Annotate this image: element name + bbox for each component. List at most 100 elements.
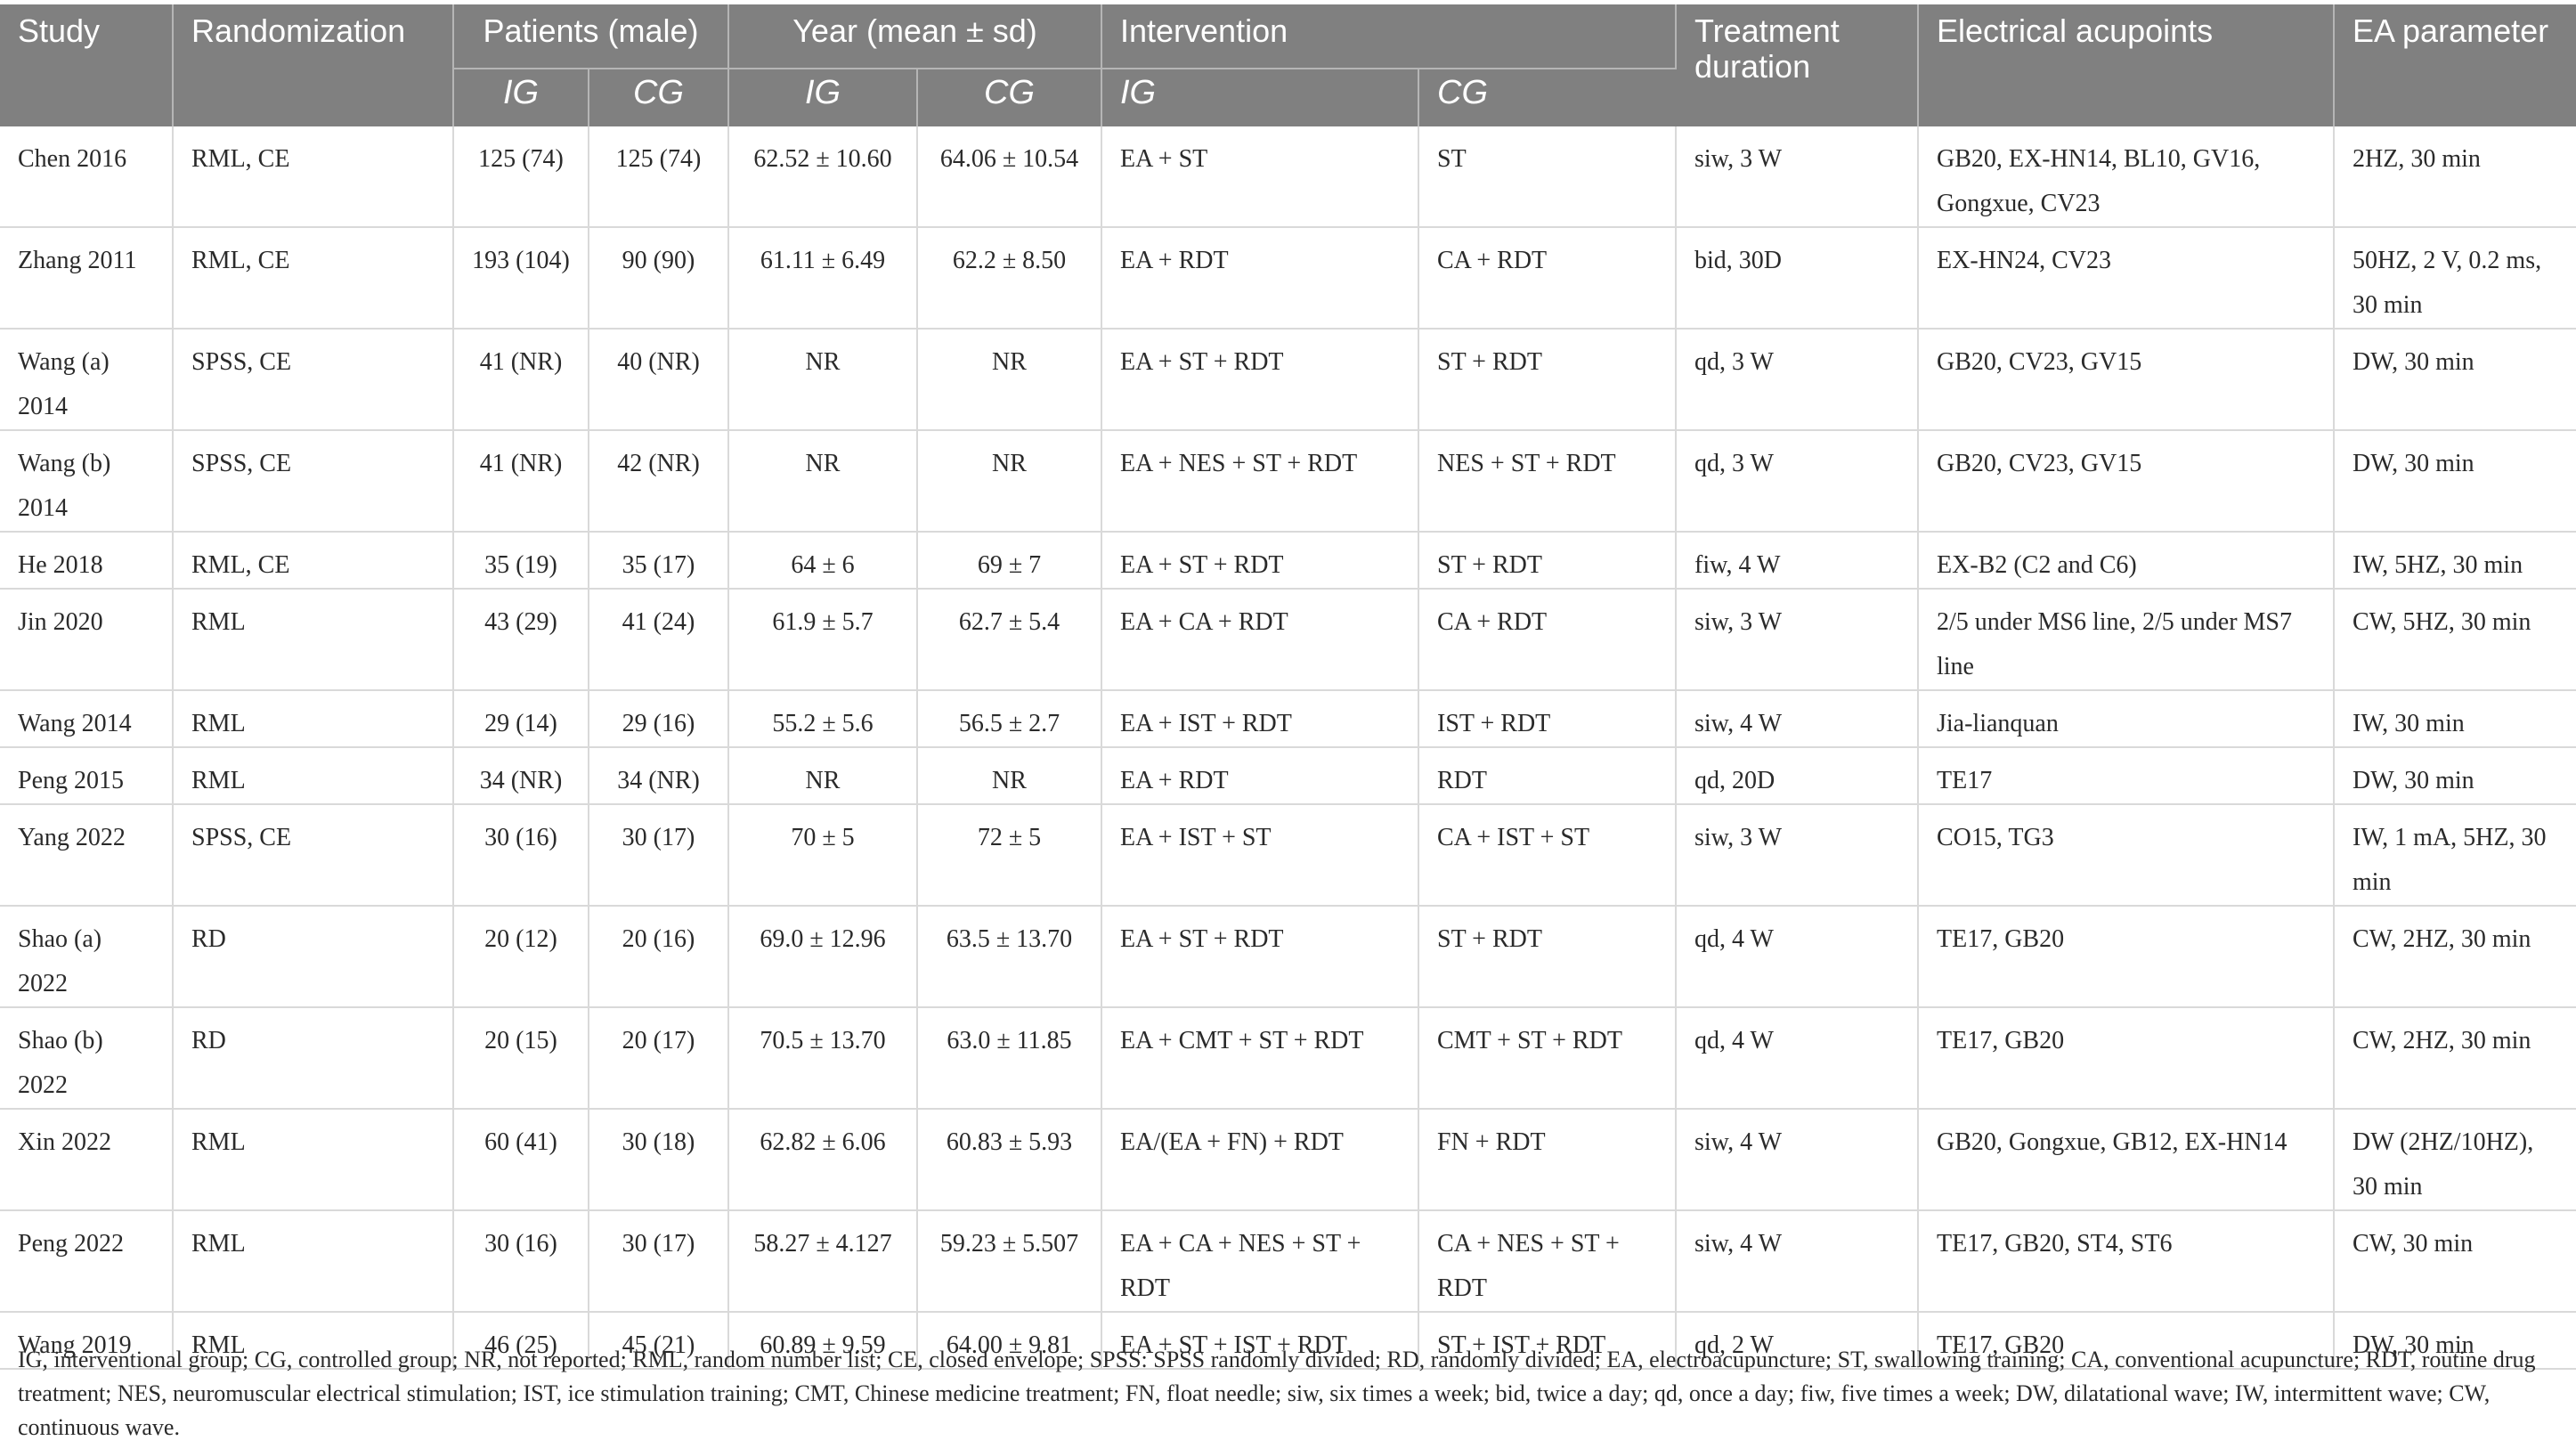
electrical-acupoints-cell: TE17, GB20 xyxy=(1918,1312,2335,1370)
study-cell: Wang 2019 xyxy=(0,1312,174,1370)
treatment-duration-cell: siw, 4 W xyxy=(1676,690,1919,748)
patients-cg-cell: 35 (17) xyxy=(589,532,729,590)
treatment-duration-cell: fiw, 4 W xyxy=(1676,532,1919,590)
year-ig-cell: 61.11 ± 6.49 xyxy=(728,227,918,330)
year-cg-cell: 56.5 ± 2.7 xyxy=(917,690,1102,748)
treatment-duration-cell: siw, 4 W xyxy=(1676,1210,1919,1313)
treatment-duration-cell: qd, 4 W xyxy=(1676,906,1919,1008)
randomization-cell: RML, CE xyxy=(173,532,454,590)
patients-ig-cell: 20 (15) xyxy=(453,1007,589,1110)
study-characteristics-table: Study Randomization Patients (male) Year… xyxy=(0,4,2576,1370)
electrical-acupoints-cell: TE17, GB20 xyxy=(1918,1007,2335,1110)
patients-ig-cell: 43 (29) xyxy=(453,589,589,691)
ea-parameter-cell: CW, 2HZ, 30 min xyxy=(2334,1007,2576,1110)
year-cg-cell: 63.5 ± 13.70 xyxy=(917,906,1102,1008)
randomization-cell: RML, CE xyxy=(173,126,454,228)
patients-cg-cell: 34 (NR) xyxy=(589,747,729,805)
ea-parameter-cell: IW, 5HZ, 30 min xyxy=(2334,532,2576,590)
patients-ig-cell: 193 (104) xyxy=(453,227,589,330)
year-cg-cell: 59.23 ± 5.507 xyxy=(917,1210,1102,1313)
treatment-duration-cell: qd, 2 W xyxy=(1676,1312,1919,1370)
randomization-cell: RML xyxy=(173,747,454,805)
header-row: Study Randomization Patients (male) Year… xyxy=(0,4,2576,126)
treatment-duration-cell: siw, 4 W xyxy=(1676,1109,1919,1211)
ea-parameter-cell: DW, 30 min xyxy=(2334,747,2576,805)
treatment-duration-cell: siw, 3 W xyxy=(1676,804,1919,907)
intervention-cg-cell: IST + RDT xyxy=(1418,690,1677,748)
subheader-intervention-cg: CG xyxy=(1418,68,1676,126)
header-ea-parameter: EA parameter xyxy=(2334,4,2576,126)
year-ig-cell: 70.5 ± 13.70 xyxy=(728,1007,918,1110)
ea-parameter-cell: 2HZ, 30 min xyxy=(2334,126,2576,228)
table-row: Peng 2022 RML 30 (16) 30 (17) 58.27 ± 4.127 5… xyxy=(0,1210,2576,1313)
table-row: Shao (a) 2022 RD 20 (12) 20 (16) 69.0 ± 12.9… xyxy=(0,906,2576,1008)
table-row: He 2018 RML, CE 35 (19) 35 (17) 64 ± 6 69 ± 7… xyxy=(0,532,2576,590)
intervention-cg-cell: NES + ST + RDT xyxy=(1418,430,1677,533)
patients-ig-cell: 34 (NR) xyxy=(453,747,589,805)
ea-parameter-cell: CW, 2HZ, 30 min xyxy=(2334,906,2576,1008)
study-cell: Peng 2015 xyxy=(0,747,174,805)
ea-parameter-cell: CW, 5HZ, 30 min xyxy=(2334,589,2576,691)
study-cell: Chen 2016 xyxy=(0,126,174,228)
header-study: Study xyxy=(0,4,174,126)
study-cell: Shao (b) 2022 xyxy=(0,1007,174,1110)
randomization-cell: SPSS, CE xyxy=(173,430,454,533)
patients-ig-cell: 46 (25) xyxy=(453,1312,589,1370)
intervention-ig-cell: EA + RDT xyxy=(1101,747,1419,805)
intervention-cg-cell: CMT + ST + RDT xyxy=(1418,1007,1677,1110)
year-ig-cell: 62.82 ± 6.06 xyxy=(728,1109,918,1211)
patients-ig-cell: 29 (14) xyxy=(453,690,589,748)
treatment-duration-cell: qd, 4 W xyxy=(1676,1007,1919,1110)
treatment-duration-cell: bid, 30D xyxy=(1676,227,1919,330)
table-row: Wang 2019 RML 46 (25) 45 (21) 60.89 ± 9.59 64… xyxy=(0,1312,2576,1370)
year-ig-cell: 64 ± 6 xyxy=(728,532,918,590)
year-cg-cell: NR xyxy=(917,747,1102,805)
intervention-cg-cell: ST + RDT xyxy=(1418,329,1677,431)
randomization-cell: RML xyxy=(173,1210,454,1313)
header-treatment-duration: Treatment duration xyxy=(1676,4,1919,126)
ea-parameter-cell: IW, 30 min xyxy=(2334,690,2576,748)
year-cg-cell: 62.7 ± 5.4 xyxy=(917,589,1102,691)
table-row: Zhang 2011 RML, CE 193 (104) 90 (90) 61.11 ±… xyxy=(0,227,2576,330)
intervention-cg-cell: CA + IST + ST xyxy=(1418,804,1677,907)
study-cell: Shao (a) 2022 xyxy=(0,906,174,1008)
intervention-cg-cell: ST + IST + RDT xyxy=(1418,1312,1677,1370)
ea-parameter-cell: DW, 30 min xyxy=(2334,1312,2576,1370)
intervention-ig-cell: EA + IST + RDT xyxy=(1101,690,1419,748)
electrical-acupoints-cell: GB20, CV23, GV15 xyxy=(1918,430,2335,533)
patients-ig-cell: 30 (16) xyxy=(453,804,589,907)
patients-ig-cell: 125 (74) xyxy=(453,126,589,228)
study-cell: Wang (a) 2014 xyxy=(0,329,174,431)
year-ig-cell: 58.27 ± 4.127 xyxy=(728,1210,918,1313)
treatment-duration-cell: qd, 3 W xyxy=(1676,430,1919,533)
intervention-ig-cell: EA/(EA + FN) + RDT xyxy=(1101,1109,1419,1211)
intervention-cg-cell: CA + RDT xyxy=(1418,589,1677,691)
intervention-ig-cell: EA + CA + RDT xyxy=(1101,589,1419,691)
intervention-cg-cell: ST xyxy=(1418,126,1677,228)
randomization-cell: SPSS, CE xyxy=(173,329,454,431)
intervention-cg-cell: CA + RDT xyxy=(1418,227,1677,330)
electrical-acupoints-cell: 2/5 under MS6 line, 2/5 under MS7 line xyxy=(1918,589,2335,691)
table-row: Wang (a) 2014 SPSS, CE 41 (NR) 40 (NR) NR NR E… xyxy=(0,329,2576,431)
subheader-patients-cg: CG xyxy=(589,68,729,126)
year-ig-cell: 55.2 ± 5.6 xyxy=(728,690,918,748)
patients-cg-cell: 125 (74) xyxy=(589,126,729,228)
randomization-cell: RML xyxy=(173,1109,454,1211)
table-row: Shao (b) 2022 RD 20 (15) 20 (17) 70.5 ± 13.7… xyxy=(0,1007,2576,1110)
intervention-cg-cell: ST + RDT xyxy=(1418,532,1677,590)
table-row: Xin 2022 RML 60 (41) 30 (18) 62.82 ± 6.06 60.… xyxy=(0,1109,2576,1211)
subheader-intervention-ig: IG xyxy=(1101,68,1419,126)
study-cell: Xin 2022 xyxy=(0,1109,174,1211)
randomization-cell: RML xyxy=(173,589,454,691)
randomization-cell: RD xyxy=(173,1007,454,1110)
year-ig-cell: NR xyxy=(728,329,918,431)
treatment-duration-cell: siw, 3 W xyxy=(1676,126,1919,228)
year-cg-cell: 60.83 ± 5.93 xyxy=(917,1109,1102,1211)
patients-cg-cell: 30 (18) xyxy=(589,1109,729,1211)
intervention-ig-cell: EA + NES + ST + RDT xyxy=(1101,430,1419,533)
electrical-acupoints-cell: GB20, Gongxue, GB12, EX-HN14 xyxy=(1918,1109,2335,1211)
study-cell: Peng 2022 xyxy=(0,1210,174,1313)
year-cg-cell: 62.2 ± 8.50 xyxy=(917,227,1102,330)
table-footnote: IG, interventional group; CG, controlled… xyxy=(18,1347,2536,1440)
subheader-year-ig: IG xyxy=(728,68,918,126)
